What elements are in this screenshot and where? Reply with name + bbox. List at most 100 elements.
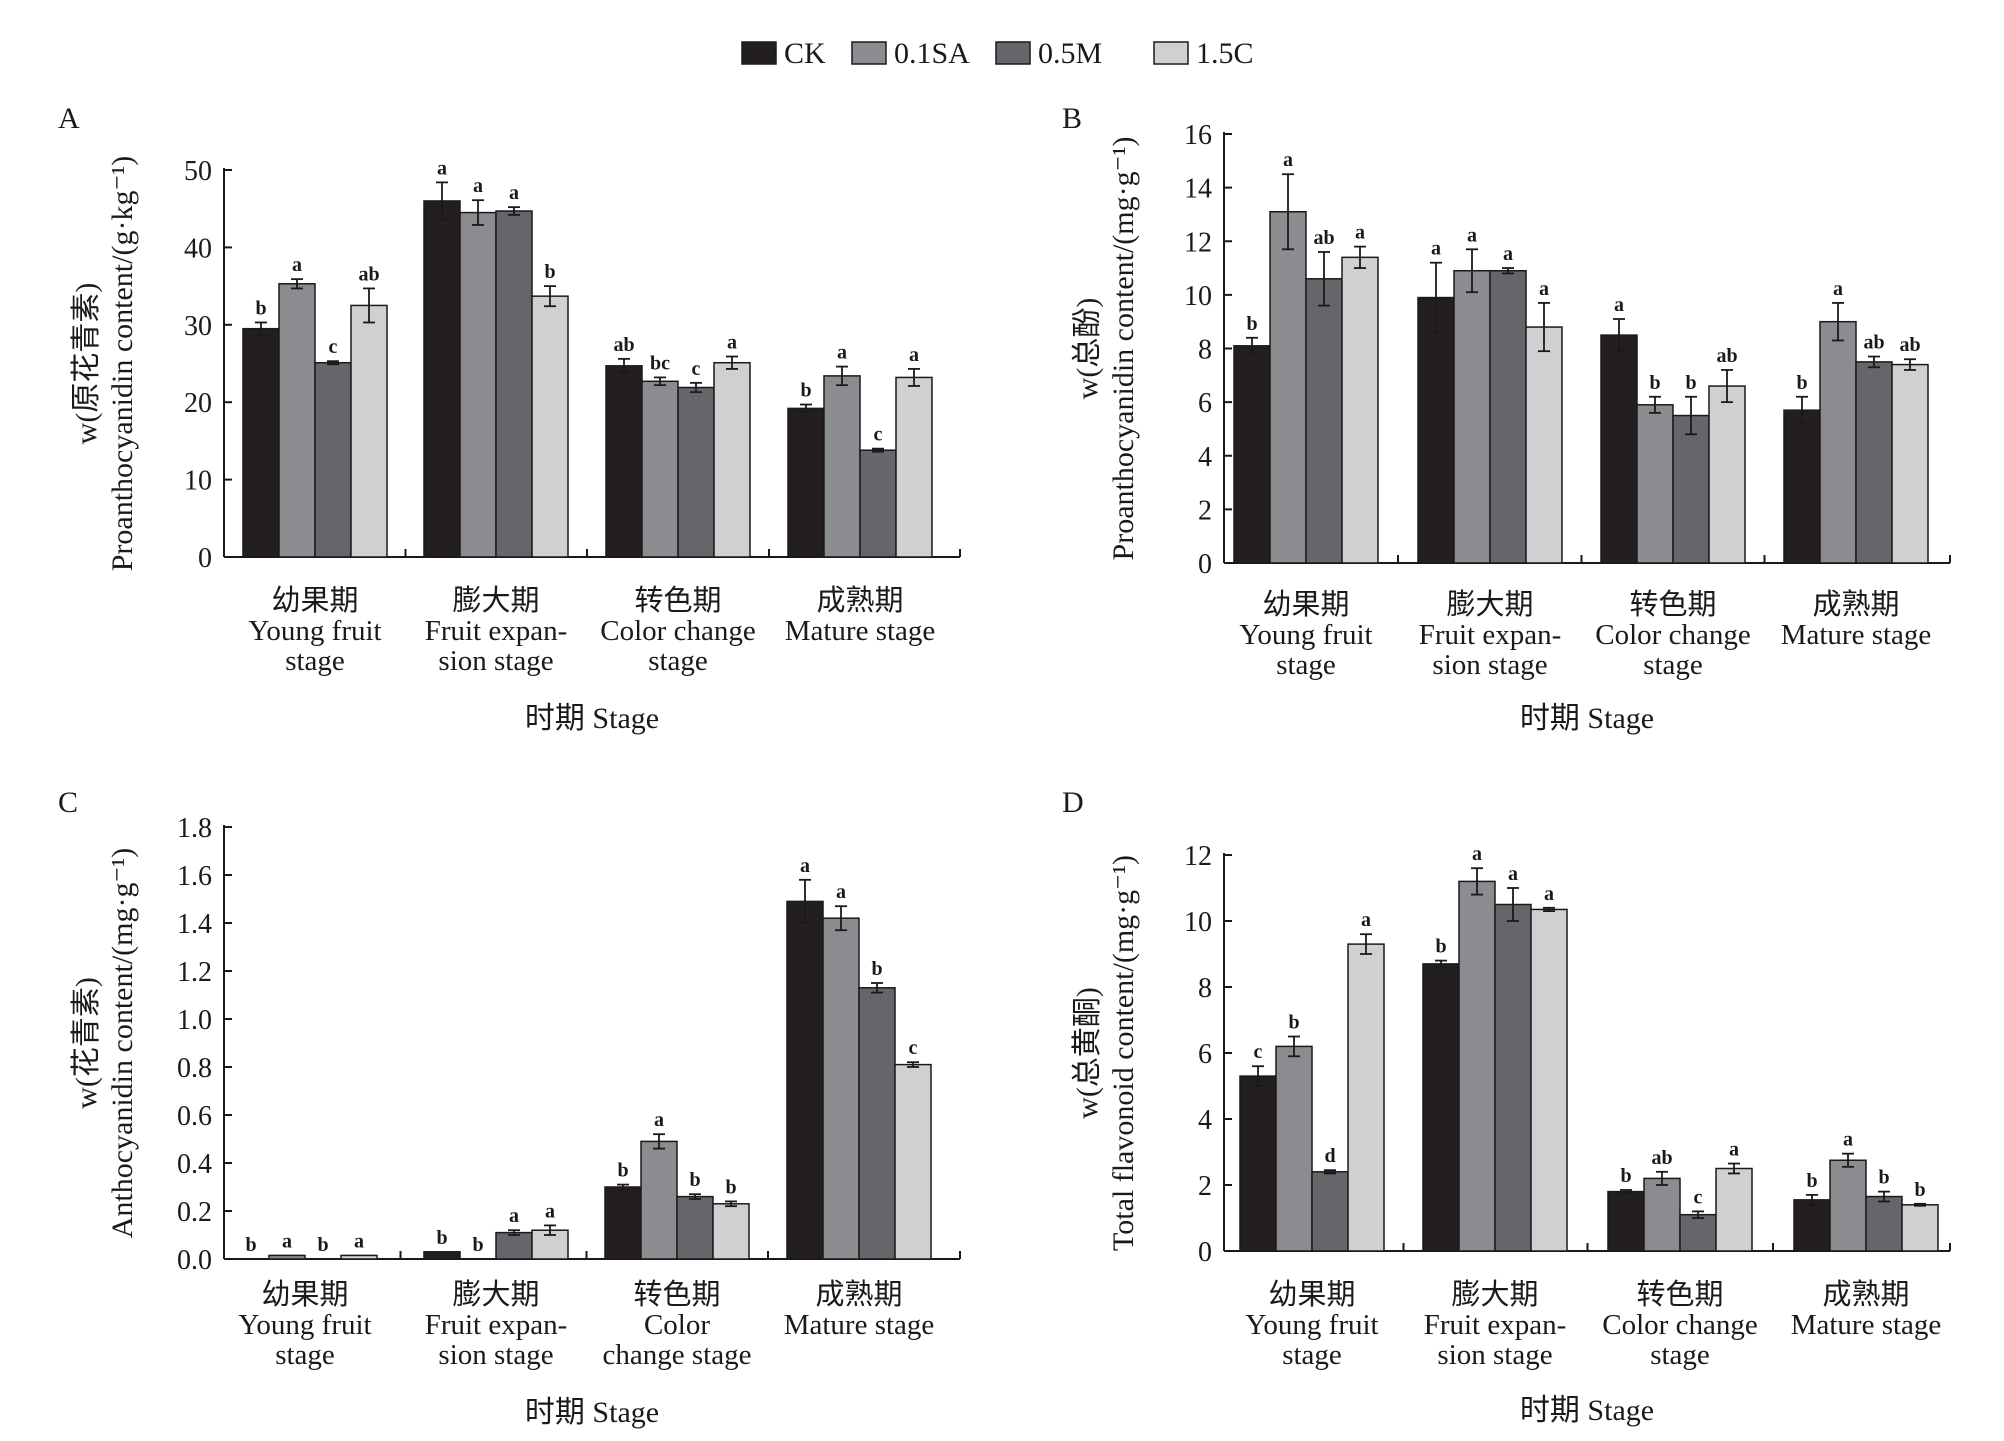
bar-05m-3	[1865, 1195, 1903, 1252]
y-tick-label: 8	[1198, 335, 1212, 366]
y-tick-label: 2	[1198, 1171, 1212, 1202]
bar-15c-0	[1341, 256, 1379, 564]
bar-15c-3	[894, 1063, 932, 1260]
legend-swatch-0	[741, 41, 777, 65]
significance-letter: b	[617, 1160, 628, 1182]
category-label: stage	[275, 1339, 335, 1371]
y-axis-title-line1: w(总黄酮)	[1071, 987, 1104, 1119]
significance-letter: c	[874, 424, 883, 446]
bar-01sa-3	[822, 917, 860, 1260]
bar-ck-0	[1239, 1075, 1277, 1252]
category-label: Young fruit	[1245, 1309, 1378, 1341]
legend-label-0: CK	[784, 37, 826, 70]
bar-ck-2	[1600, 334, 1638, 564]
bar-01sa-2	[1643, 1177, 1681, 1252]
bar-15c-3	[895, 376, 933, 558]
x-axis-title: 时期 Stage	[525, 702, 659, 735]
significance-letter: a	[509, 182, 519, 204]
bar-ck-1	[423, 200, 461, 558]
significance-letter: ab	[1863, 332, 1884, 354]
significance-letter: a	[473, 175, 483, 197]
bar-01sa-0	[1275, 1045, 1313, 1252]
significance-letter: a	[800, 855, 810, 877]
y-tick-label: 10	[1184, 907, 1212, 938]
category-label: 幼果期	[261, 1278, 348, 1311]
bar-15c-3	[1891, 363, 1929, 564]
y-tick-label: 14	[1184, 174, 1212, 205]
y-tick-label: 6	[1198, 1039, 1212, 1070]
category-label: stage	[1276, 649, 1336, 681]
bar-01sa-1	[459, 211, 497, 558]
category-label: Fruit expan-	[425, 615, 568, 647]
significance-letter: a	[509, 1205, 519, 1227]
legend: CK 0.1SA 0.5M 1.5C	[741, 37, 1254, 70]
bar-01sa-0	[268, 1254, 306, 1260]
significance-letter: a	[1472, 843, 1482, 865]
significance-letter: ab	[1313, 227, 1334, 249]
significance-letter: ab	[1899, 334, 1920, 356]
y-tick-label: 0.4	[177, 1149, 212, 1180]
bar-15c-2	[1715, 1167, 1753, 1252]
legend-swatch-3	[1153, 41, 1189, 65]
significance-letter: a	[282, 1230, 292, 1252]
bar-15c-0	[350, 304, 388, 558]
significance-letter: b	[1620, 1165, 1631, 1187]
y-tick-label: 1.2	[177, 957, 212, 988]
legend-swatch-1	[851, 41, 887, 65]
significance-letter: b	[1878, 1167, 1889, 1189]
category-label: 转色期	[634, 584, 721, 617]
bar-01sa-3	[1829, 1159, 1867, 1252]
bar-ck-3	[1783, 409, 1821, 564]
bar-05m-1	[495, 1231, 533, 1260]
significance-letter: a	[1843, 1129, 1853, 1151]
bar-ck-0	[1233, 345, 1271, 564]
bar-ck-2	[1607, 1190, 1645, 1252]
category-label: 转色期	[1636, 1278, 1723, 1311]
category-label: 幼果期	[1268, 1278, 1355, 1311]
category-label: Mature stage	[784, 1309, 935, 1341]
category-label: 膨大期	[452, 584, 539, 617]
category-label: Mature stage	[1781, 619, 1932, 651]
bar-05m-3	[858, 987, 896, 1260]
bar-ck-1	[1417, 296, 1455, 564]
y-tick-label: 50	[184, 156, 212, 187]
category-label: Color change	[1595, 619, 1750, 651]
legend-label-3: 1.5C	[1196, 37, 1254, 70]
significance-letter: a	[1539, 278, 1549, 300]
significance-letter: a	[727, 332, 737, 354]
significance-letter: d	[1324, 1145, 1335, 1167]
legend-label-2: 0.5M	[1038, 37, 1102, 70]
significance-letter: c	[909, 1037, 918, 1059]
y-tick-label: 0	[1198, 549, 1212, 580]
significance-letter: b	[245, 1234, 256, 1256]
y-tick-label: 1.4	[177, 909, 212, 940]
bar-01sa-3	[823, 375, 861, 558]
bar-15c-1	[1530, 908, 1568, 1252]
y-tick-label: 10	[1184, 281, 1212, 312]
bar-05m-1	[1489, 269, 1527, 564]
significance-letter: ab	[613, 334, 634, 356]
significance-letter: c	[1694, 1186, 1703, 1208]
bar-ck-2	[605, 365, 643, 558]
category-label: 成熟期	[816, 584, 903, 617]
panel-letter: D	[1062, 786, 1084, 819]
significance-letter: a	[836, 881, 846, 903]
significance-letter: a	[1544, 883, 1554, 905]
y-tick-label: 1.8	[177, 813, 212, 844]
bar-01sa-0	[278, 283, 316, 558]
category-label: 膨大期	[1451, 1278, 1538, 1311]
y-tick-label: 2	[1198, 495, 1212, 526]
significance-letter: b	[689, 1169, 700, 1191]
panel-letter: B	[1062, 102, 1082, 135]
bar-ck-3	[1793, 1199, 1831, 1252]
y-tick-label: 6	[1198, 388, 1212, 419]
y-axis-title-line1: w(总酚)	[1071, 298, 1104, 400]
significance-letter: b	[871, 958, 882, 980]
category-label: change stage	[603, 1339, 752, 1371]
bar-01sa-2	[1636, 404, 1674, 564]
bar-ck-3	[787, 407, 825, 558]
significance-letter: a	[909, 344, 919, 366]
bar-05m-0	[314, 361, 352, 558]
y-tick-label: 20	[184, 388, 212, 419]
